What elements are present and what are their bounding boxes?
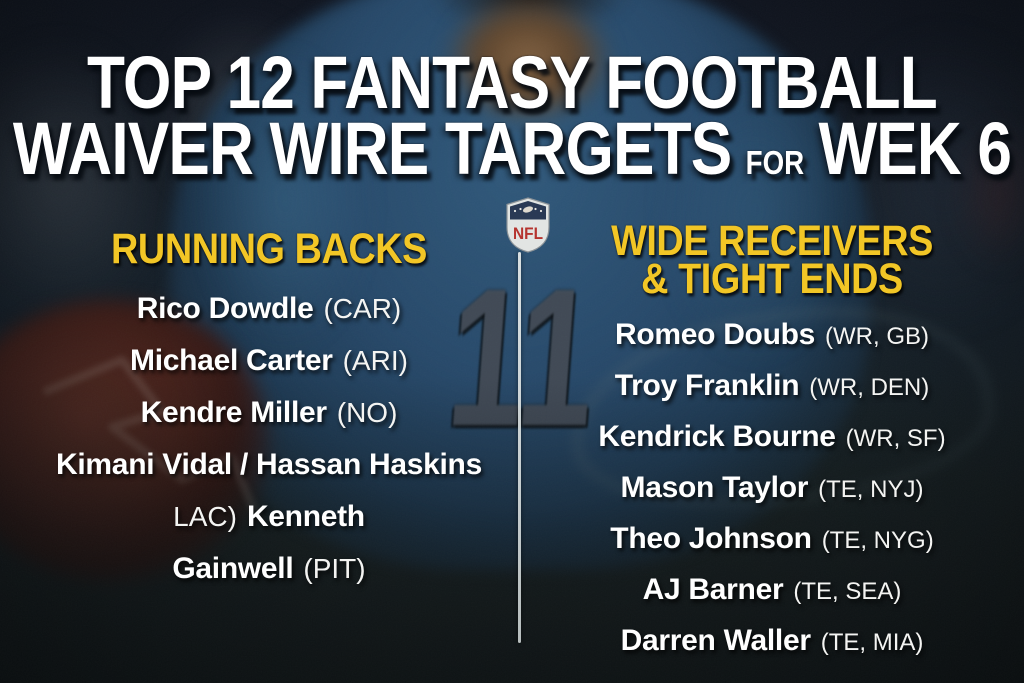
list-item: Michael Carter (ARI) <box>18 344 520 396</box>
list-item: Mason Taylor (TE, NYJ) <box>528 471 1016 522</box>
item-detail: (NO) <box>336 397 398 428</box>
list-item: Gainwell (PIT) <box>18 552 520 604</box>
title-for-label: FOR <box>745 144 805 181</box>
item-name: Mason Taylor <box>620 471 809 504</box>
list-item: Romeo Doubs (WR, GB) <box>528 318 1016 369</box>
poster-title: TOP 12 FANTASY FOOTBALL WAIVER WIRE TARG… <box>0 46 1024 196</box>
item-name: Troy Franklin <box>614 369 800 402</box>
list-item: Kendrick Bourne (WR, SF) <box>528 420 1016 471</box>
item-detail: (TE, NYJ) <box>818 476 924 503</box>
item-detail: (ARI) <box>342 345 408 376</box>
running-backs-list: Rico Dowdle (CAR) Michael Carter (ARI) K… <box>18 292 520 604</box>
item-name: Kimani Vidal / Hassan Haskins <box>56 448 482 481</box>
item-detail: (WR, SF) <box>845 425 946 452</box>
item-detail: (WR, DEN) <box>809 374 930 401</box>
list-item: Kimani Vidal / Hassan Haskins <box>18 448 520 500</box>
title-line-2-main: WAIVER WIRE TARGETS <box>12 107 732 190</box>
receivers-tightends-column: WIDE RECEIVERS & TIGHT ENDS Romeo Doubs … <box>528 220 1016 675</box>
list-item: Troy Franklin (WR, DEN) <box>528 369 1016 420</box>
list-item: Rico Dowdle (CAR) <box>18 292 520 344</box>
list-item: LAC) Kenneth <box>18 500 520 552</box>
item-pre: LAC) <box>173 501 237 532</box>
item-name: Darren Waller <box>620 624 811 657</box>
item-name: Romeo Doubs <box>614 318 816 351</box>
list-item: Theo Johnson (TE, NYG) <box>528 522 1016 573</box>
title-line-2: WAIVER WIRE TARGETS FOR WEK 6 <box>13 112 1012 196</box>
item-detail: (PIT) <box>303 553 366 584</box>
receivers-tightends-list: Romeo Doubs (WR, GB) Troy Franklin (WR, … <box>528 318 1016 675</box>
title-week-label: WEK 6 <box>818 107 1012 190</box>
item-name: Gainwell <box>172 552 294 585</box>
item-name: Kendre Miller <box>140 396 327 429</box>
item-detail: (WR, GB) <box>825 323 930 350</box>
item-name: Rico Dowdle <box>136 292 314 325</box>
running-backs-header: RUNNING BACKS <box>111 225 427 273</box>
running-backs-column: RUNNING BACKS Rico Dowdle (CAR) Michael … <box>18 225 520 604</box>
receivers-header-line2: & TIGHT ENDS <box>641 255 903 303</box>
item-name: Kenneth <box>246 500 365 533</box>
item-name: Theo Johnson <box>610 522 812 555</box>
item-detail: (CAR) <box>323 293 402 324</box>
item-detail: (TE, MIA) <box>820 629 924 656</box>
item-name: Michael Carter <box>130 344 333 377</box>
item-detail: (TE, NYG) <box>821 527 934 554</box>
list-item: Kendre Miller (NO) <box>18 396 520 448</box>
item-name: AJ Barner <box>642 573 784 606</box>
list-item: AJ Barner (TE, SEA) <box>528 573 1016 624</box>
item-detail: (TE, SEA) <box>793 578 902 605</box>
item-name: Kendrick Bourne <box>598 420 836 453</box>
list-item: Darren Waller (TE, MIA) <box>528 624 1016 675</box>
